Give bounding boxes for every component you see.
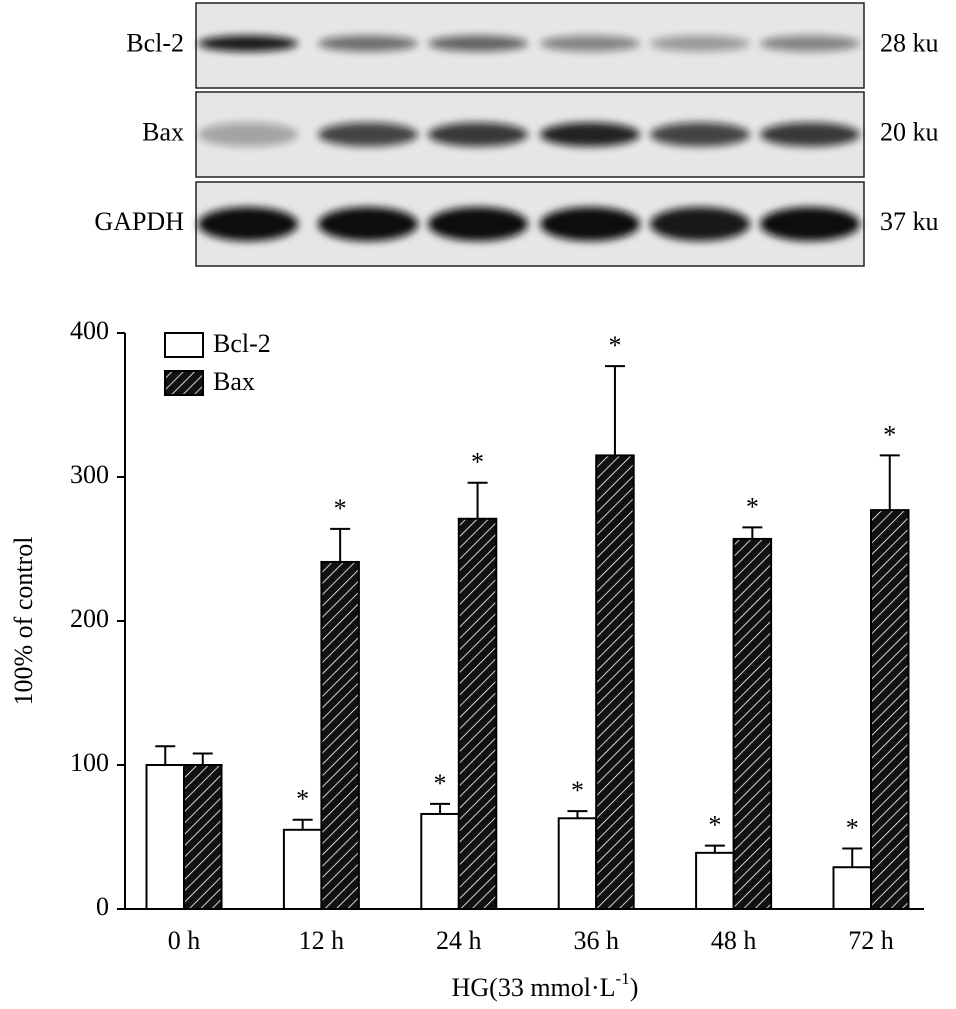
significance-marker: * (334, 494, 347, 523)
band (428, 35, 528, 52)
bar (320, 560, 360, 911)
y-tick-label: 200 (70, 604, 109, 633)
bar (420, 812, 460, 911)
band (198, 122, 298, 147)
band (760, 207, 860, 241)
bar-chart: 100% of control HG(33 mmol·L-1) 0 100 200 3… (9, 316, 924, 1002)
bar (595, 454, 635, 910)
band (650, 35, 750, 52)
y-tick-label: 400 (70, 316, 109, 345)
x-tick-label: 72 h (848, 926, 894, 955)
band (198, 35, 298, 52)
x-label-main: HG(33 mmol·L (452, 973, 616, 1002)
legend-label: Bax (213, 367, 255, 396)
bar (183, 764, 223, 910)
band (760, 122, 860, 147)
band (318, 35, 418, 52)
y-tick-label: 300 (70, 460, 109, 489)
significance-marker: * (571, 776, 584, 805)
band (428, 207, 528, 241)
x-tick-label: 12 h (299, 926, 345, 955)
band (650, 207, 750, 241)
significance-marker: * (708, 811, 721, 840)
band (318, 122, 418, 147)
significance-marker: * (746, 492, 759, 521)
x-label-end: ) (630, 973, 639, 1002)
x-axis-label: HG(33 mmol·L-1) (452, 969, 639, 1002)
band (318, 207, 418, 241)
bar (457, 517, 498, 910)
western-blot: Bcl-2 28 ku Bax 20 ku GAPDH 37 ku (94, 2, 939, 267)
significance-marker: * (434, 769, 447, 798)
y-axis-label: 100% of control (9, 537, 38, 706)
significance-marker: * (296, 785, 309, 814)
blot-row-label: GAPDH (94, 207, 184, 236)
significance-marker: * (883, 420, 896, 449)
bar (145, 764, 185, 910)
y-tick-label: 0 (96, 892, 109, 921)
x-tick-label: 0 h (168, 926, 201, 955)
x-tick-label: 24 h (436, 926, 482, 955)
x-tick-label: 48 h (711, 926, 757, 955)
y-tick-label: 100 (70, 748, 109, 777)
band (540, 35, 640, 52)
band (650, 122, 750, 147)
blot-row-label: Bcl-2 (126, 28, 184, 57)
legend-swatch (164, 370, 204, 396)
blot-panel (195, 91, 865, 178)
blot-row-label: Bax (142, 117, 184, 146)
blot-size-label: 37 ku (880, 207, 939, 236)
x-label-sup: -1 (616, 969, 630, 988)
band (428, 122, 528, 147)
bar (695, 851, 735, 911)
legend-label: Bcl-2 (213, 329, 271, 358)
blot-size-label: 20 ku (880, 117, 939, 146)
bar (557, 817, 598, 911)
band (540, 122, 640, 147)
band (198, 207, 298, 241)
significance-marker: * (471, 448, 484, 477)
x-tick-label: 36 h (573, 926, 619, 955)
significance-marker: * (846, 813, 859, 842)
bar (832, 866, 872, 910)
blot-size-label: 28 ku (880, 28, 939, 57)
band (760, 35, 860, 52)
significance-marker: * (608, 331, 621, 360)
legend-swatch (164, 332, 204, 358)
bar (282, 828, 323, 910)
band (540, 207, 640, 241)
blot-panel (195, 2, 865, 89)
bar (732, 537, 773, 910)
blot-panel (195, 181, 865, 267)
bar (870, 509, 910, 910)
